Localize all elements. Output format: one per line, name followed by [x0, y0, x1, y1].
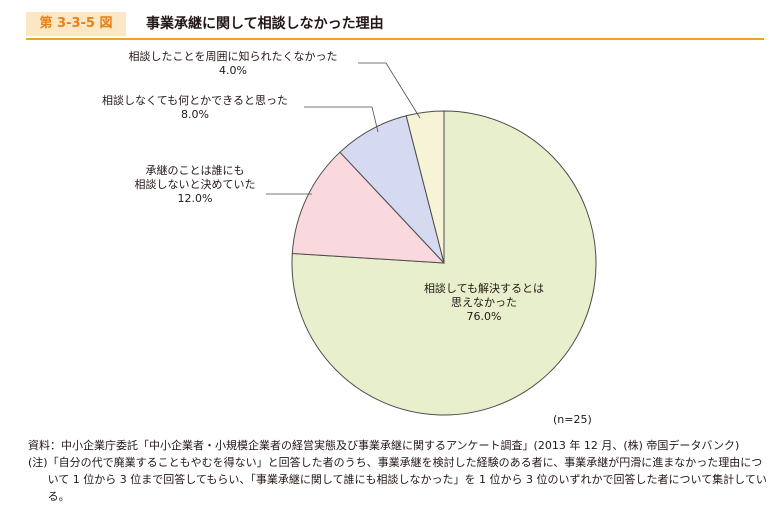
source-note: 資料： 中小企業庁委託「中小企業者・小規模企業者の経営実態及び事業承継に関するア…	[28, 437, 768, 454]
slice-label-line: 思えなかった	[451, 296, 517, 309]
pie-slice-1	[291, 110, 597, 416]
pie-chart: 相談しても解決するとは思えなかった 76.0% 承継のことは誰にも相談しないと決めて…	[102, 49, 597, 416]
slice-value-3: 8.0%	[181, 108, 209, 121]
slice-label-line: 承継のことは誰にも	[146, 163, 245, 177]
slice-label-line: 相談しないと決めていた	[135, 177, 256, 191]
slice-value-2: 12.0%	[178, 192, 213, 205]
slice-value-1: 76.0%	[467, 310, 502, 323]
slice-label-4: 相談したことを周囲に知られたくなかった 4.0%	[129, 49, 338, 77]
source-tag: 資料：	[28, 439, 61, 452]
slice-label-line: 相談しなくても何とかできると思った	[102, 93, 288, 107]
pie-slice-2	[291, 151, 446, 264]
slice-label-line: 相談しても解決するとは	[424, 281, 544, 295]
figure-notes: 資料： 中小企業庁委託「中小企業者・小規模企業者の経営実態及び事業承継に関するア…	[28, 437, 768, 505]
figure-number: 第 3-3-5 図	[26, 12, 126, 36]
footnote-tag: (注)	[28, 456, 48, 469]
footnote-text: 「自分の代で廃業することもやむを得ない」と回答した者のうち、事業承継を検討した経…	[47, 456, 767, 503]
leader-line-3	[304, 106, 379, 133]
figure-title: 事業承継に関して相談しなかった理由	[146, 16, 384, 32]
figure-header: 第 3-3-5 図 事業承継に関して相談しなかった理由	[26, 12, 764, 40]
slice-value-4: 4.0%	[219, 64, 247, 77]
slice-label-1: 相談しても解決するとは思えなかった 76.0%	[424, 281, 544, 323]
source-text: 中小企業庁委託「中小企業者・小規模企業者の経営実態及び事業承継に関するアンケート…	[61, 439, 740, 452]
pie-slice-4	[405, 110, 445, 264]
slice-label-3: 相談しなくても何とかできると思った 8.0%	[102, 93, 288, 121]
footnote: (注) 「自分の代で廃業することもやむを得ない」と回答した者のうち、事業承継を検…	[28, 454, 768, 505]
slice-label-line: 相談したことを周囲に知られたくなかった	[129, 49, 338, 63]
sample-size: (n=25)	[553, 413, 592, 426]
leader-line-4	[358, 62, 421, 119]
slice-label-2: 承継のことは誰にも相談しないと決めていた 12.0%	[135, 163, 256, 205]
